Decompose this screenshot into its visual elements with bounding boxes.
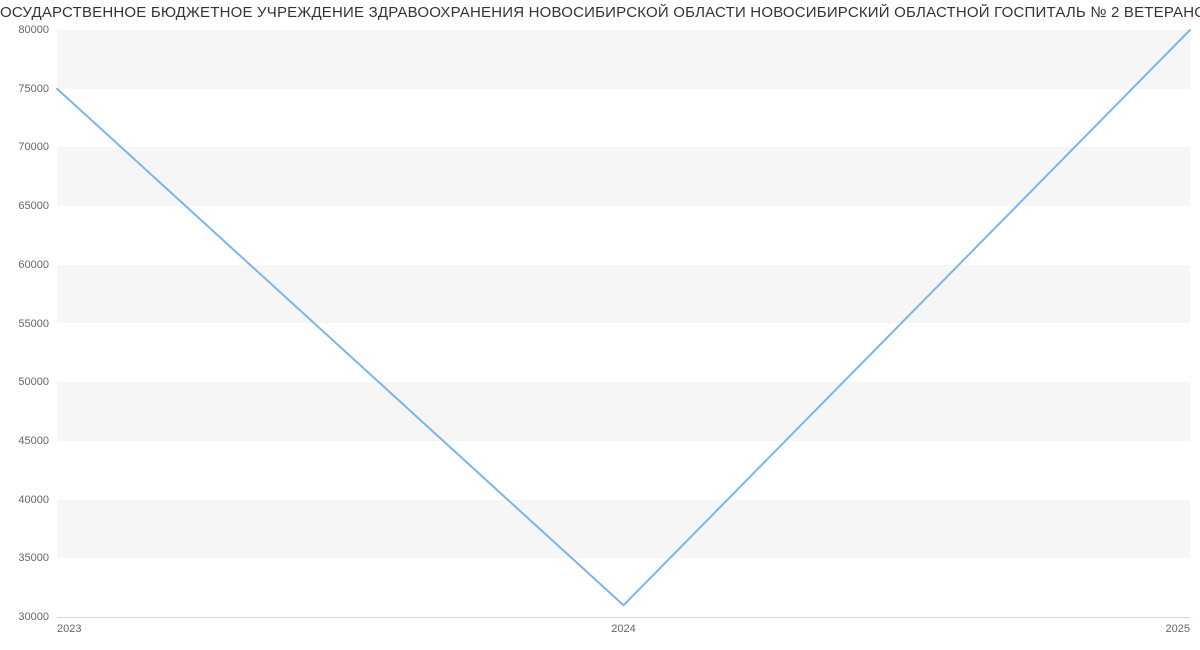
y-tick-label: 60000 [0,259,49,271]
y-tick-label: 30000 [0,611,49,623]
line-chart: ОСУДАРСТВЕННОЕ БЮДЖЕТНОЕ УЧРЕЖДЕНИЕ ЗДРА… [0,0,1200,650]
y-tick-label: 70000 [0,141,49,153]
y-tick-label: 35000 [0,552,49,564]
y-tick-label: 75000 [0,83,49,95]
y-tick-label: 65000 [0,200,49,212]
plot-area [57,30,1190,617]
x-tick-label: 2024 [611,623,635,635]
x-axis-line [57,617,1190,618]
y-tick-label: 40000 [0,494,49,506]
y-tick-label: 45000 [0,435,49,447]
series-line [57,30,1190,617]
x-tick-label: 2023 [57,623,81,635]
chart-title: ОСУДАРСТВЕННОЕ БЮДЖЕТНОЕ УЧРЕЖДЕНИЕ ЗДРА… [0,4,1200,21]
y-tick-label: 50000 [0,376,49,388]
y-tick-label: 80000 [0,24,49,36]
y-tick-label: 55000 [0,318,49,330]
x-tick-label: 2025 [1166,623,1190,635]
